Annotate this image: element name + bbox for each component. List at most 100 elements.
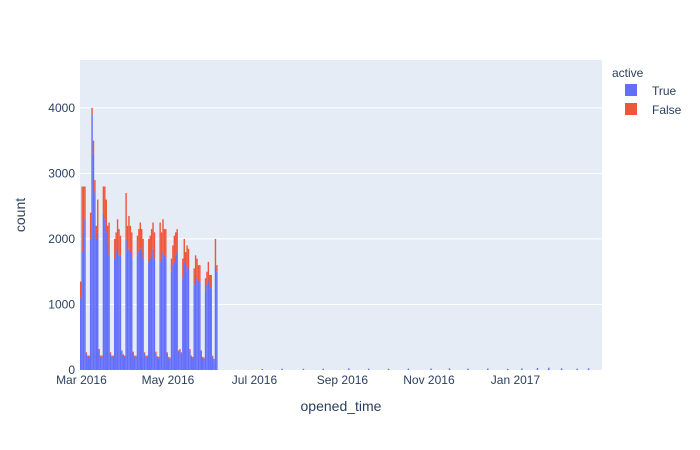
bar-false [160,232,163,259]
bar-false [206,271,208,285]
bar-false [82,186,85,233]
bar-true [173,261,176,370]
bar-false [153,232,156,259]
bar-true [82,232,85,370]
bar-true [128,248,130,370]
bar-true [136,255,139,370]
bar-false [175,232,177,256]
bar-false [201,356,204,359]
bar-true [149,258,151,370]
x-tick-label: Sep 2016 [317,373,369,387]
bar-true [132,352,134,370]
bar-true [163,255,166,370]
bar-false [101,355,103,357]
bar-false [176,229,178,253]
bar-true [213,360,215,370]
bar-false [182,258,184,279]
bar-true-sparse [407,368,410,370]
bar-true [88,356,90,370]
bar-false [163,229,166,256]
bar-true [196,278,198,370]
bar-false [194,255,197,275]
bar-true [148,261,150,370]
bar-true [177,351,180,370]
bar-false [187,248,190,269]
bar-false [125,193,127,239]
bar-false [146,355,149,357]
bar-true-sparse [587,368,590,370]
bar-true [142,258,144,370]
bar-false [152,222,154,249]
bar-true [121,351,123,370]
bar-true [80,297,82,370]
bar-false [128,215,130,249]
bar-true [111,356,113,370]
bar-true [189,350,191,370]
x-tick-label: Jul 2016 [232,373,278,387]
legend-label-true: True [652,84,677,98]
bar-true [160,258,163,370]
bar-false [172,245,174,266]
bar-false [139,222,141,249]
y-tick-label: 0 [68,363,75,377]
plot-background [80,60,602,370]
bar-true [193,284,195,370]
bar-false [196,258,198,279]
bar-true [102,212,105,370]
x-tick-label: May 2016 [142,373,195,387]
bar-false [159,222,161,262]
bar-false [108,222,110,256]
bar-false [192,356,194,359]
bar-true [152,248,154,370]
bar-false [197,265,200,282]
bar-true [153,258,156,370]
bar-true [84,219,86,370]
bar-false [189,349,191,351]
bar-true [199,281,201,370]
bar-true [108,255,110,370]
bar-false [105,199,107,233]
bar-true [131,258,133,370]
bar-true [175,255,177,370]
x-tick-label: Mar 2016 [56,373,107,387]
bar-true-sparse [487,368,489,370]
bar-false [200,350,202,352]
bar-true [87,356,89,370]
bar-true [206,284,208,370]
bar-true [145,356,147,370]
bar-true [162,252,164,370]
bar-false [116,219,119,246]
y-tick-label: 2000 [48,232,75,246]
legend-item-false[interactable]: False [625,103,682,117]
bar-false [173,235,176,262]
bar-true [98,350,100,370]
bar-true [201,358,204,370]
bar-true [92,153,95,370]
bar-false [80,281,82,298]
bar-true-sparse [348,368,350,370]
bar-false [213,358,215,361]
bar-false [112,355,115,357]
bar-false [179,349,181,351]
legend-item-true[interactable]: True [625,84,677,98]
bar-false [186,245,188,266]
bar-false [158,356,160,359]
bar-false [165,229,167,259]
bar-true [109,353,112,370]
bar-false [211,355,214,357]
bar-true [150,255,153,370]
bar-false [145,355,147,357]
bar-true [139,248,141,370]
bar-false [102,186,105,213]
bar-false [106,225,109,246]
bar-true [115,252,117,370]
bar-true [182,278,184,370]
bar-false [190,355,193,357]
bar-true [200,351,202,370]
bar-true [190,356,193,370]
bar-true-sparse [448,368,451,370]
bar-true [106,245,109,370]
bar-true-sparse [536,368,539,370]
legend[interactable]: active True False [612,66,682,117]
bar-false [111,355,113,357]
